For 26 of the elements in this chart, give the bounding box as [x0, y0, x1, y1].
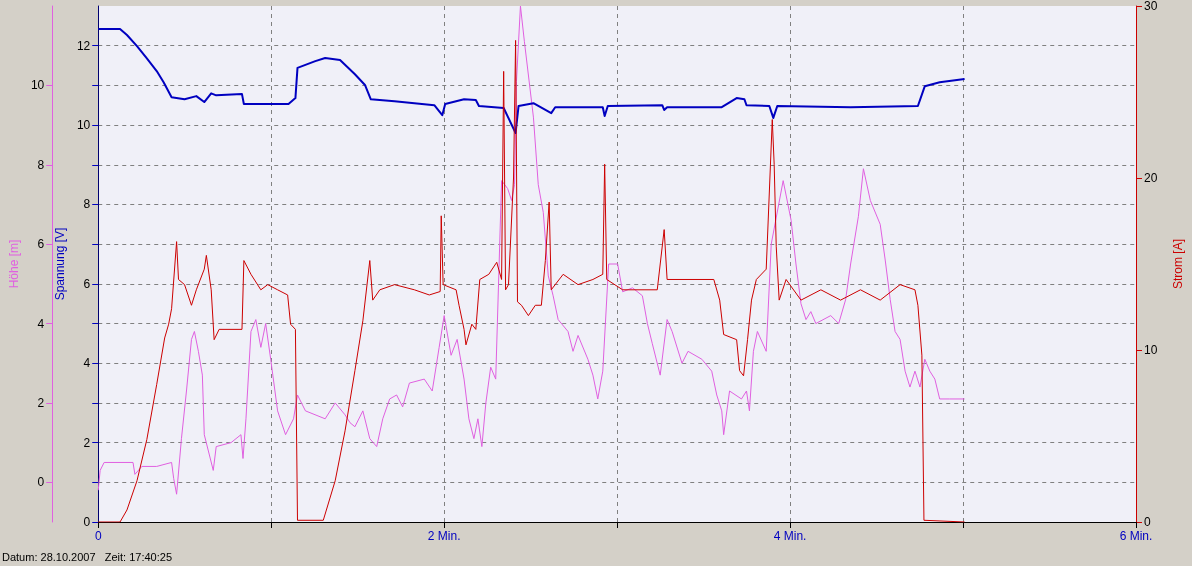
y-tick-label: 4: [83, 356, 91, 371]
x-tick-label: 4 Min.: [773, 529, 807, 543]
y3-tick-label: 10: [30, 78, 45, 93]
y-tick-label: 8: [83, 197, 91, 212]
line-series: [97, 28, 966, 135]
y2-axis-title: Strom [A]: [1171, 238, 1185, 290]
y3-tick-label: 2: [37, 395, 45, 410]
y2-tick-label: 30: [1144, 0, 1158, 13]
x-tick-label: 0: [94, 529, 102, 543]
y2-tick-label: 0: [1144, 515, 1151, 529]
y-tick-label: 10: [76, 118, 91, 133]
y3-axis-title: Höhe [m]: [7, 239, 21, 289]
y3-tick-label: 6: [37, 237, 45, 252]
x-tick-label: 6 Min.: [1119, 529, 1153, 543]
y2-tick-label: 10: [1144, 343, 1158, 357]
y3-tick-label: 0: [37, 475, 45, 490]
y3-tick-label: 8: [37, 157, 45, 172]
x-tick-label: 2 Min.: [427, 529, 461, 543]
y-tick-label: 0: [83, 515, 91, 529]
y2-tick-label: 20: [1144, 171, 1158, 185]
y-tick-label: 2: [83, 435, 91, 450]
y-tick-label: 6: [83, 276, 91, 291]
y3-tick-label: 4: [37, 316, 45, 331]
text: Datum: 28.10.2007 Zeit: 17:40:25: [2, 550, 173, 563]
y-axis-title: Spannung [V]: [53, 227, 67, 301]
y-tick-label: 12: [76, 38, 91, 53]
